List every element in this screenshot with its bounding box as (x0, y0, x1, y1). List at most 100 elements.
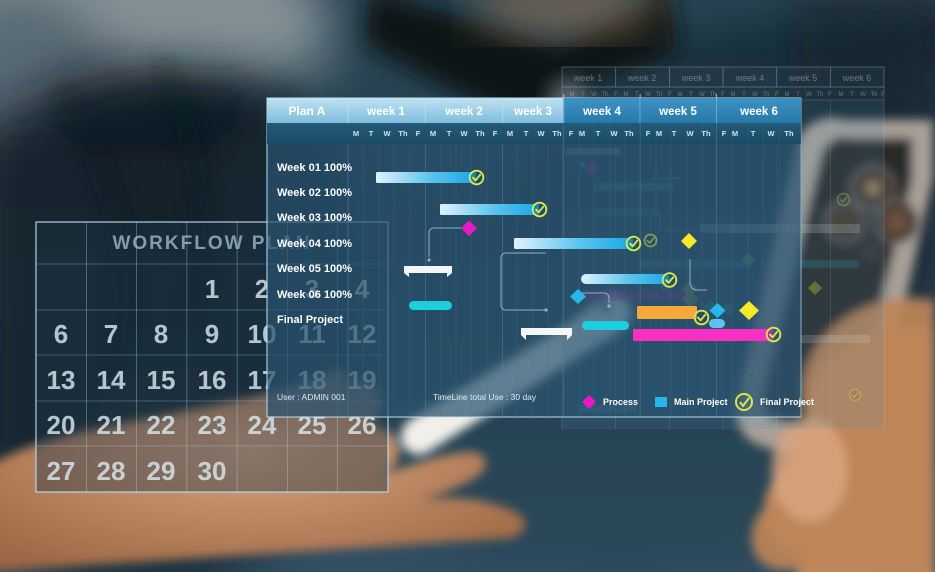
svg-text:28: 28 (97, 456, 126, 486)
svg-text:T: T (447, 129, 452, 138)
svg-text:TimeLine total Use : 30 day: TimeLine total Use : 30 day (433, 392, 537, 402)
svg-text:T: T (850, 92, 854, 98)
svg-text:8: 8 (154, 319, 168, 349)
svg-text:week 2: week 2 (444, 106, 483, 118)
svg-text:T: T (581, 92, 585, 98)
svg-text:week 3: week 3 (513, 106, 552, 118)
svg-text:M: M (430, 129, 436, 138)
svg-text:15: 15 (147, 365, 176, 395)
svg-text:1: 1 (205, 274, 219, 304)
svg-text:14: 14 (97, 365, 126, 395)
svg-text:T: T (635, 92, 639, 98)
svg-text:week 6: week 6 (739, 106, 778, 118)
svg-text:W: W (645, 92, 651, 98)
svg-text:F: F (721, 92, 725, 98)
svg-text:F: F (614, 92, 618, 98)
svg-text:M: M (570, 92, 575, 98)
svg-text:T: T (742, 92, 746, 98)
svg-text:M: M (785, 92, 790, 98)
svg-text:T: T (524, 129, 529, 138)
svg-text:F: F (493, 129, 498, 138)
svg-text:Th: Th (552, 129, 562, 138)
svg-text:M: M (353, 129, 359, 138)
svg-text:W: W (860, 92, 866, 98)
svg-text:M: M (839, 92, 844, 98)
svg-text:Week 01 100%: Week 01 100% (277, 162, 352, 174)
svg-text:30: 30 (198, 456, 227, 486)
svg-text:Week 06 100%: Week 06 100% (277, 289, 352, 301)
svg-text:User : ADMIN 001: User : ADMIN 001 (277, 392, 346, 402)
svg-text:Th: Th (398, 129, 408, 138)
svg-text:W: W (806, 92, 812, 98)
svg-text:29: 29 (147, 456, 176, 486)
svg-text:F: F (416, 129, 421, 138)
svg-text:T: T (369, 129, 374, 138)
svg-text:M: M (656, 129, 662, 138)
svg-text:20: 20 (47, 410, 76, 440)
svg-text:W: W (686, 129, 694, 138)
svg-text:W: W (383, 129, 391, 138)
svg-text:week 5: week 5 (788, 73, 818, 83)
svg-text:Final Project: Final Project (277, 314, 343, 326)
svg-text:6: 6 (54, 319, 68, 349)
svg-text:W: W (699, 92, 705, 98)
svg-text:7: 7 (104, 319, 118, 349)
svg-text:week 1: week 1 (366, 106, 405, 118)
svg-text:week 3: week 3 (681, 73, 711, 83)
svg-text:Th: Th (601, 92, 608, 98)
svg-text:W: W (591, 92, 597, 98)
svg-text:Week 05 100%: Week 05 100% (277, 263, 352, 275)
svg-text:M: M (732, 129, 738, 138)
svg-text:W: W (537, 129, 545, 138)
svg-text:Final Project: Final Project (760, 397, 814, 407)
svg-text:week 1: week 1 (573, 73, 603, 83)
svg-text:T: T (796, 92, 800, 98)
svg-text:Process: Process (603, 397, 638, 407)
svg-text:week 2: week 2 (627, 73, 657, 83)
svg-text:21: 21 (97, 410, 126, 440)
svg-text:Main Project: Main Project (674, 397, 728, 407)
svg-text:Th: Th (475, 129, 485, 138)
svg-text:week 4: week 4 (582, 106, 621, 118)
svg-text:W: W (610, 129, 618, 138)
svg-text:F: F (775, 92, 779, 98)
svg-text:M: M (624, 92, 629, 98)
svg-text:Th: Th (655, 92, 662, 98)
svg-text:M: M (507, 129, 513, 138)
svg-text:Week 03 100%: Week 03 100% (277, 212, 352, 224)
svg-text:T: T (596, 129, 601, 138)
svg-text:Th: Th (624, 129, 634, 138)
svg-text:Week 04 100%: Week 04 100% (277, 238, 352, 250)
svg-text:Th: Th (870, 92, 877, 98)
svg-text:Th: Th (762, 92, 769, 98)
svg-text:23: 23 (198, 410, 227, 440)
svg-text:9: 9 (205, 319, 219, 349)
svg-text:F: F (646, 129, 651, 138)
svg-text:Week 02 100%: Week 02 100% (277, 187, 352, 199)
svg-text:T: T (751, 129, 756, 138)
svg-text:F: F (881, 92, 885, 98)
svg-text:M: M (579, 129, 585, 138)
svg-text:F: F (569, 129, 574, 138)
svg-text:F: F (828, 92, 832, 98)
svg-text:27: 27 (47, 456, 76, 486)
svg-text:Th: Th (784, 129, 794, 138)
svg-text:M: M (678, 92, 683, 98)
svg-text:22: 22 (147, 410, 176, 440)
svg-text:13: 13 (47, 365, 76, 395)
svg-text:W: W (460, 129, 468, 138)
svg-text:T: T (672, 129, 677, 138)
svg-text:M: M (731, 92, 736, 98)
svg-text:Th: Th (701, 129, 711, 138)
svg-text:F: F (668, 92, 672, 98)
svg-text:Plan A: Plan A (289, 104, 326, 118)
svg-text:Th: Th (816, 92, 823, 98)
svg-text:T: T (689, 92, 693, 98)
svg-text:week 5: week 5 (658, 106, 697, 118)
svg-text:week 6: week 6 (842, 73, 872, 83)
svg-text:W: W (767, 129, 775, 138)
svg-text:F: F (722, 129, 727, 138)
svg-text:Th: Th (709, 92, 716, 98)
svg-text:week 4: week 4 (735, 73, 765, 83)
svg-text:W: W (752, 92, 758, 98)
